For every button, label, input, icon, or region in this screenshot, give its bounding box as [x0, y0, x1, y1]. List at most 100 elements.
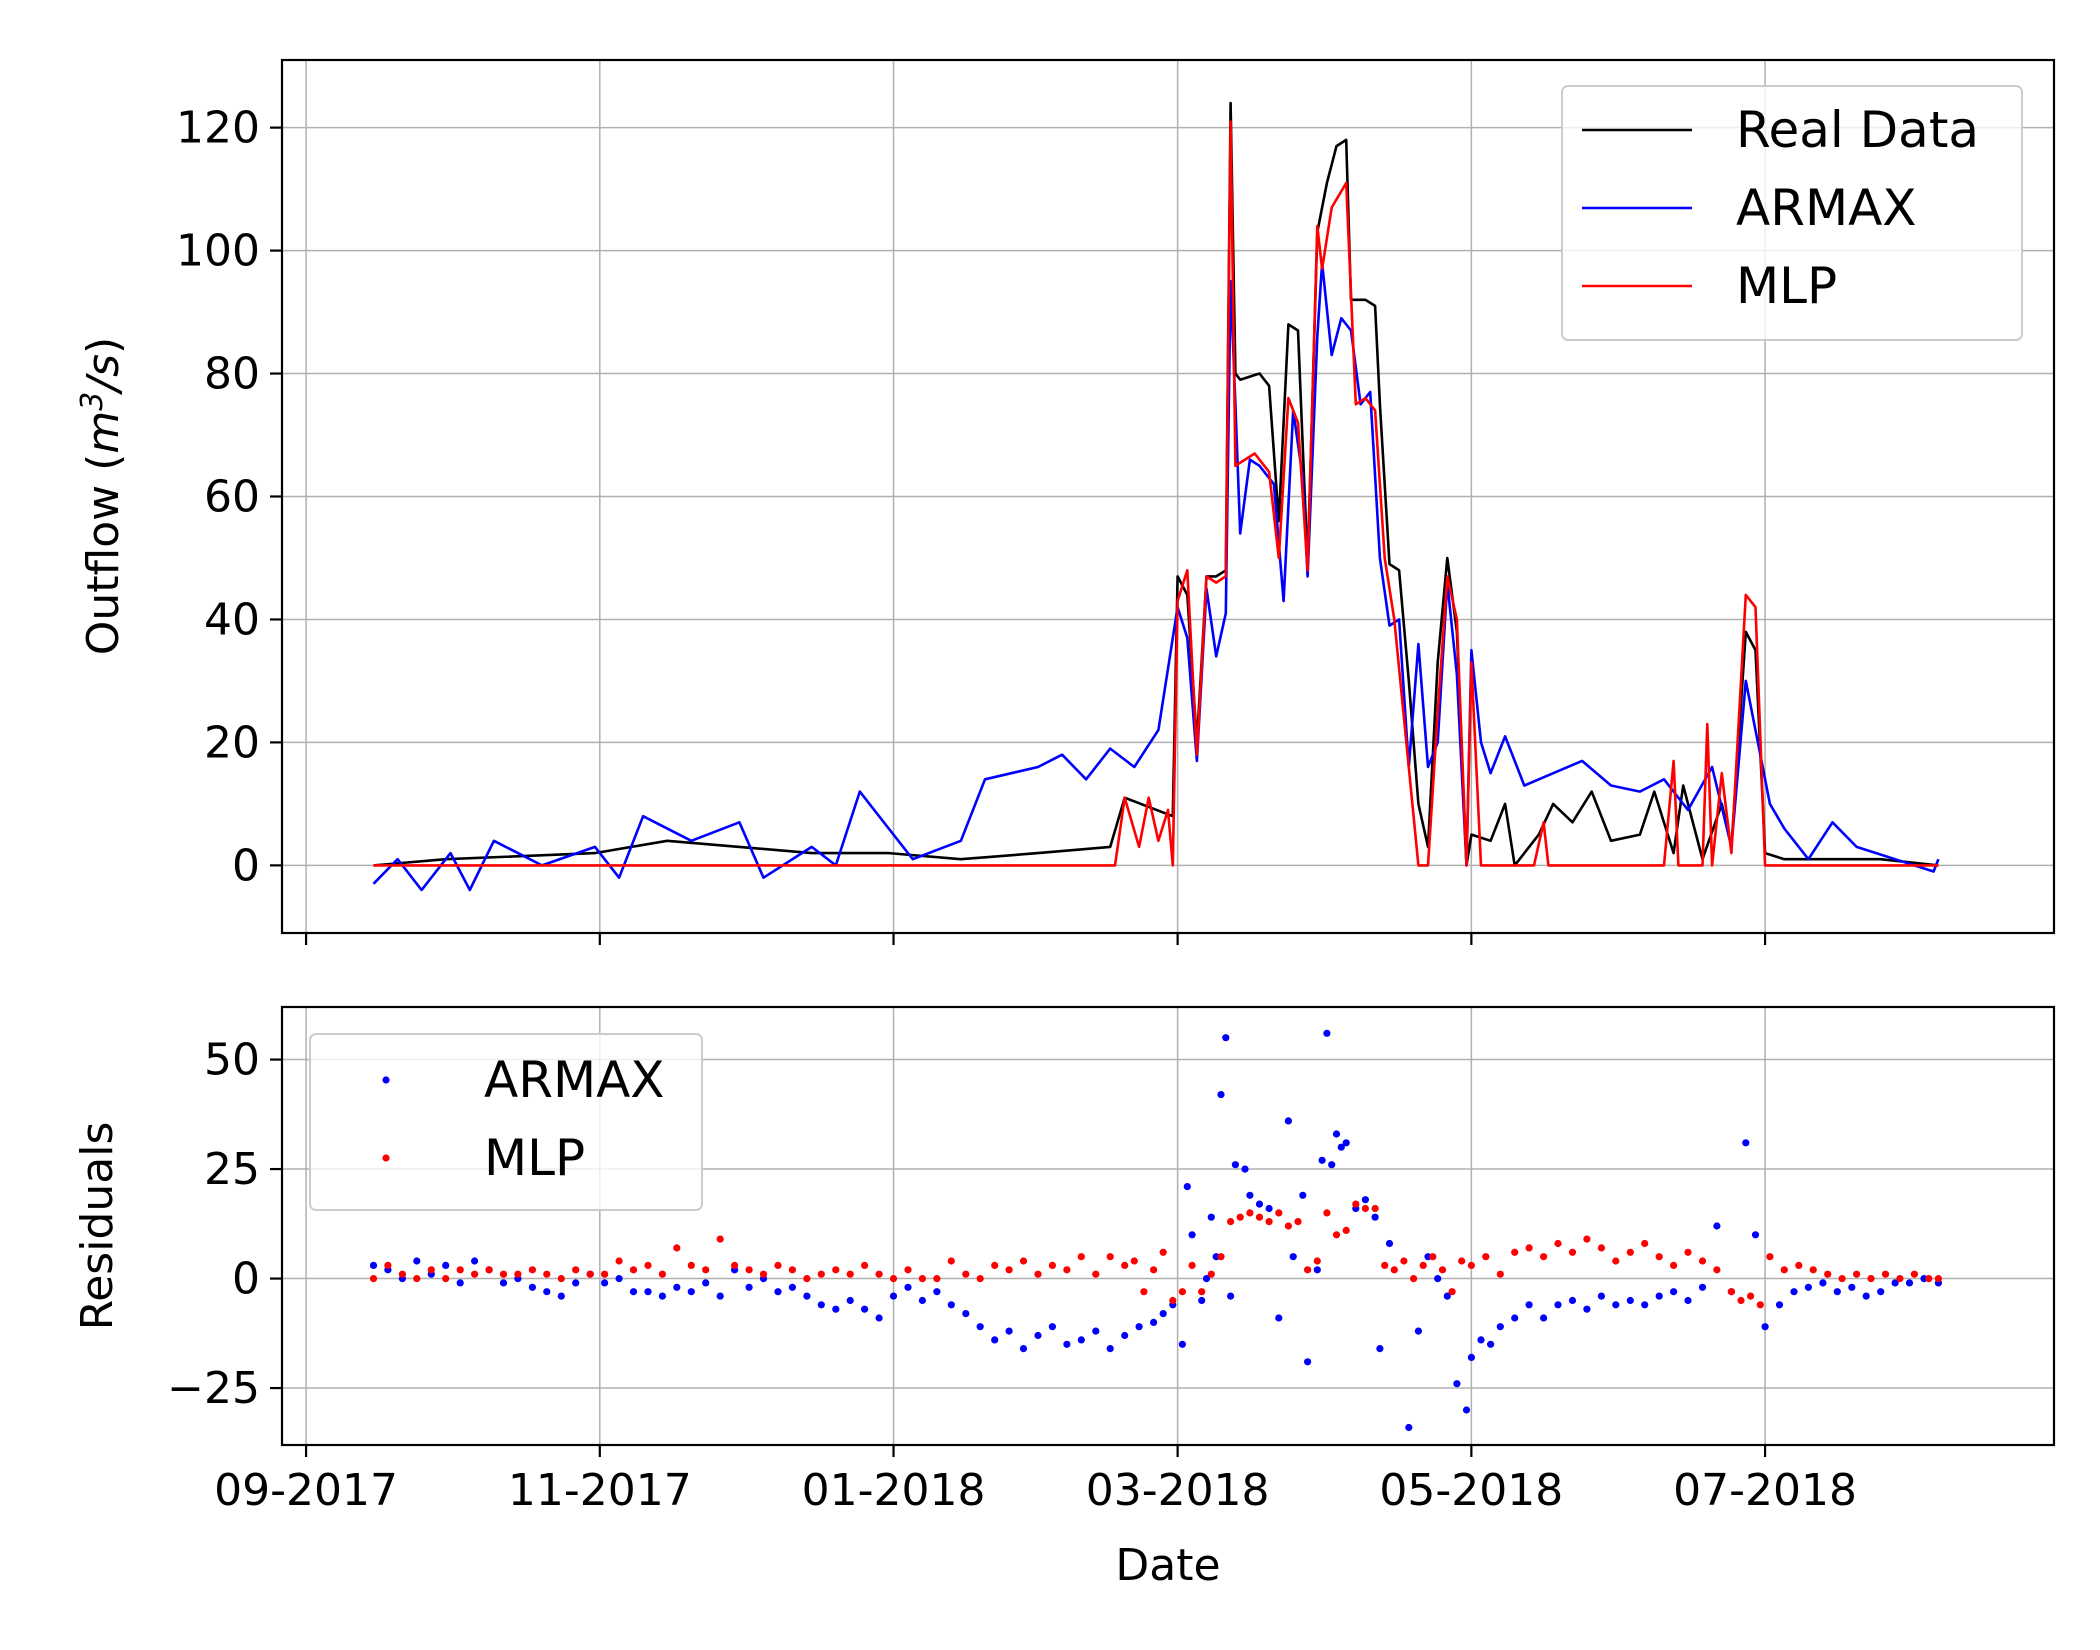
residual-point-mlp [601, 1270, 609, 1278]
residuals-y-axis-label: Residuals [72, 1122, 123, 1331]
residual-point-mlp [1554, 1239, 1562, 1248]
residual-point-mlp [1438, 1266, 1447, 1274]
residual-point-mlp [1371, 1204, 1379, 1213]
residual-point-mlp [1169, 1296, 1177, 1305]
residual-point-mlp [889, 1275, 898, 1283]
residual-point-armax [1670, 1288, 1678, 1296]
residual-point-mlp [1390, 1266, 1398, 1274]
residual-point-mlp [1121, 1261, 1129, 1269]
residual-point-armax [615, 1275, 623, 1283]
residual-point-armax [601, 1279, 609, 1287]
residuals-legend-box [309, 1033, 703, 1211]
residual-point-armax [1511, 1314, 1519, 1322]
residual-point-armax [644, 1288, 652, 1296]
residual-point-armax [1150, 1318, 1158, 1326]
residual-point-mlp [1207, 1270, 1215, 1278]
date-x-tick-label: 07-2018 [1673, 1465, 1857, 1516]
residual-point-mlp [1626, 1248, 1634, 1256]
residual-point-mlp [456, 1266, 464, 1274]
residual-point-mlp [1429, 1253, 1437, 1261]
residual-point-armax [1198, 1296, 1206, 1305]
residual-point-mlp [1236, 1213, 1244, 1221]
residual-point-armax [1241, 1165, 1249, 1173]
residual-point-mlp [1934, 1275, 1942, 1283]
residual-point-mlp [1525, 1244, 1533, 1252]
residual-point-armax [1414, 1327, 1422, 1335]
residual-point-armax [1284, 1117, 1292, 1125]
residual-point-armax [1265, 1204, 1273, 1213]
residual-point-mlp [1925, 1275, 1933, 1283]
residual-point-armax [832, 1305, 840, 1313]
residual-point-mlp [1106, 1253, 1114, 1261]
residual-point-mlp [1853, 1270, 1861, 1278]
residual-point-armax [889, 1292, 898, 1300]
residual-point-armax [976, 1323, 984, 1331]
residual-point-mlp [1583, 1235, 1591, 1243]
residual-point-mlp [1496, 1270, 1504, 1278]
residual-point-mlp [1332, 1231, 1341, 1239]
residual-point-armax [1313, 1266, 1321, 1274]
residual-point-armax [413, 1257, 421, 1265]
residual-point-armax [629, 1288, 638, 1296]
residual-point-armax [1178, 1340, 1186, 1348]
outflow-y-tick-label: 120 [176, 103, 260, 154]
residual-point-mlp [384, 1261, 392, 1269]
residual-point-mlp [1780, 1266, 1788, 1274]
residual-point-mlp [543, 1270, 551, 1278]
residual-point-mlp [1140, 1288, 1148, 1296]
residual-point-armax [1019, 1345, 1028, 1353]
residual-point-mlp [875, 1270, 883, 1278]
residual-point-mlp [1304, 1266, 1312, 1274]
residual-point-armax [1328, 1161, 1336, 1169]
residual-point-armax [1289, 1253, 1297, 1261]
residual-point-mlp [1727, 1288, 1735, 1296]
residual-point-mlp [413, 1275, 421, 1283]
residual-point-mlp [471, 1270, 479, 1278]
residual-point-armax [673, 1283, 681, 1291]
residual-point-armax [1092, 1327, 1100, 1335]
residual-point-armax [817, 1301, 825, 1309]
residual-point-armax [1462, 1406, 1471, 1414]
residual-point-mlp [1034, 1270, 1042, 1278]
residual-point-armax [557, 1292, 565, 1300]
date-x-tick-label: 11-2017 [508, 1465, 692, 1516]
residual-point-armax [1775, 1301, 1784, 1309]
legend-label-armax: ARMAX [1736, 179, 1917, 237]
outflow-plot: 0 20 40 60 80 100 120 Outflow (m3/s) Real Data… [75, 58, 2056, 945]
residual-point-mlp [861, 1261, 869, 1269]
residual-point-mlp [1540, 1253, 1548, 1261]
residual-point-mlp [1867, 1275, 1875, 1283]
residual-point-armax [1222, 1034, 1230, 1042]
outflow-y-tick-label: 60 [204, 472, 260, 523]
residual-point-armax [1299, 1191, 1307, 1199]
residual-point-armax [1159, 1310, 1167, 1318]
residual-point-armax [1005, 1327, 1013, 1335]
residuals-y-tick-label: 50 [204, 1035, 260, 1086]
outflow-y-tick-label: 0 [232, 840, 260, 891]
residual-point-armax [1188, 1231, 1196, 1239]
residual-point-mlp [1756, 1301, 1764, 1309]
outflow-legend-box [1561, 85, 2023, 341]
residual-point-mlp [1511, 1248, 1519, 1256]
date-x-tick-label: 09-2017 [214, 1465, 398, 1516]
residual-point-mlp [904, 1266, 912, 1274]
residual-point-mlp [629, 1266, 638, 1274]
residual-point-armax [947, 1301, 955, 1309]
residual-point-mlp [499, 1270, 508, 1278]
residuals-plot-frame [280, 1005, 2056, 1447]
residual-point-armax [1804, 1283, 1812, 1291]
residual-point-armax [369, 1261, 378, 1269]
residual-point-armax [1434, 1275, 1442, 1283]
residual-point-armax [1063, 1340, 1071, 1348]
outflow-y-axis-label: Outflow (m3/s) [75, 337, 129, 655]
residual-point-mlp [673, 1244, 681, 1252]
residual-point-armax [1246, 1191, 1254, 1199]
residual-point-armax [1207, 1213, 1215, 1221]
residual-point-armax [933, 1288, 941, 1296]
residual-point-armax [991, 1336, 999, 1344]
residual-point-armax [1641, 1301, 1649, 1309]
residual-point-mlp [658, 1270, 667, 1278]
residual-point-armax [1135, 1323, 1143, 1331]
residual-point-mlp [1795, 1261, 1803, 1269]
